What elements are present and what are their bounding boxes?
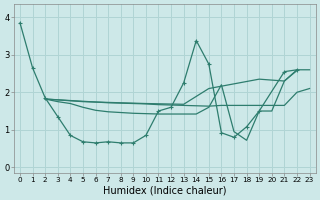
X-axis label: Humidex (Indice chaleur): Humidex (Indice chaleur) [103, 186, 227, 196]
